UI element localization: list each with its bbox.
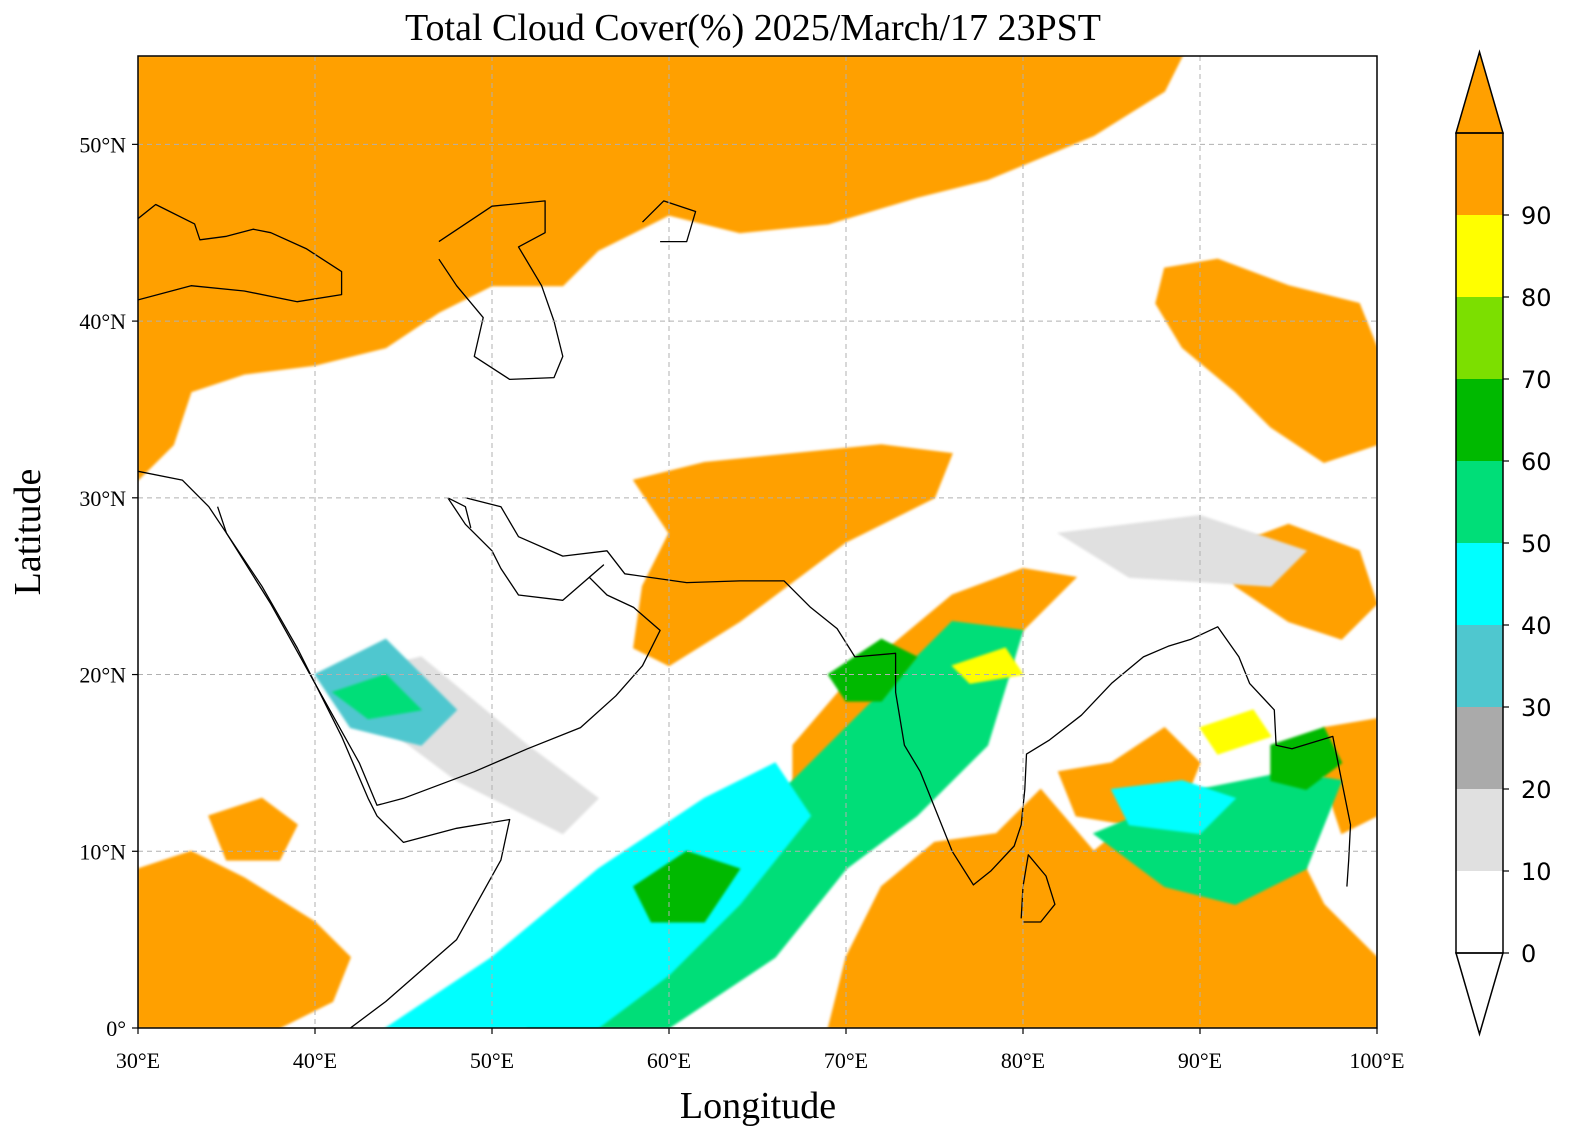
outline-persia-coast	[465, 497, 1352, 887]
colorbar-tick-label-90: 90	[1521, 202, 1552, 230]
coastlines-and-borders	[138, 200, 1352, 1028]
cloud-region-bay-of-bengal-cyan	[1110, 780, 1237, 835]
y-tick-label-50: 50°N	[79, 132, 126, 157]
cloud-region-pakistan-arabian-sea-band	[632, 444, 953, 667]
outline-black-sea	[138, 203, 343, 303]
cloud-region-green-patch-b	[827, 638, 918, 702]
y-tick-label-20: 20°N	[79, 663, 126, 688]
outline-persian-gulf-north	[447, 497, 472, 529]
x-tick-label-60: 60°E	[647, 1048, 691, 1073]
colorbar-tick-label-50: 50	[1521, 530, 1552, 558]
colorbar-tick-label-70: 70	[1521, 366, 1552, 394]
colorbar-segment-0-10	[1456, 871, 1503, 953]
colorbar-tick-label-40: 40	[1521, 612, 1552, 640]
map-title: Total Cloud Cover(%) 2025/March/17 23PST	[405, 7, 1101, 49]
x-tick-label-30: 30°E	[116, 1048, 160, 1073]
colorbar-tick-label-10: 10	[1521, 858, 1552, 886]
colorbar-segment-40-50	[1456, 543, 1503, 625]
colorbar-segment-50-60	[1456, 461, 1503, 543]
colorbar-tick-label-80: 80	[1521, 284, 1552, 312]
x-tick-label-90: 90°E	[1178, 1048, 1222, 1073]
cloud-region-green-patch-a	[632, 850, 741, 923]
colorbar-segment-30-40	[1456, 625, 1503, 707]
cloud-region-north-cloud-band	[138, 56, 1183, 481]
plot-frame	[137, 55, 1378, 1029]
y-tick-label-40: 40°N	[79, 309, 126, 334]
colorbar-tick-label-0: 0	[1521, 940, 1536, 968]
outline-aral-sea	[642, 200, 697, 243]
colorbar-segment-80-90	[1456, 215, 1503, 297]
colorbar-segment-70-80	[1456, 297, 1503, 379]
y-axis-label: Latitude	[7, 469, 49, 596]
cloud-region-tibet-plateau-cloud	[1155, 258, 1377, 464]
cloud-cover-fields	[138, 56, 1377, 1028]
latitude-ticks: 0° 10°N 20°N 30°N 40°N 50°N	[79, 132, 138, 1041]
colorbar-over-arrow	[1455, 49, 1504, 134]
outline-caspian-sea	[438, 200, 564, 381]
y-tick-label-0: 0°	[106, 1016, 126, 1041]
outline-arabia-coast	[216, 497, 661, 806]
x-tick-label-70: 70°E	[824, 1048, 868, 1073]
outline-africa-arabia-coast	[138, 470, 511, 1028]
cloud-region-bay-of-bengal-mid	[1092, 771, 1343, 905]
cloud-region-arabian-sea-south	[384, 762, 812, 1028]
graticule-grid	[138, 56, 1377, 1028]
colorbar-under-arrow	[1455, 952, 1504, 1037]
colorbar-tick-label-30: 30	[1521, 694, 1552, 722]
x-tick-label-50: 50°E	[470, 1048, 514, 1073]
y-tick-label-30: 30°N	[79, 486, 126, 511]
colorbar-segment-10-20	[1456, 789, 1503, 871]
colorbar-tick-label-20: 20	[1521, 776, 1552, 804]
cloud-region-red-sea-green	[331, 673, 423, 720]
colorbar-segment-90-100	[1456, 133, 1503, 215]
x-axis-label: Longitude	[680, 1085, 836, 1127]
longitude-ticks: 30°E 40°E 50°E 60°E 70°E 80°E 90°E 100°E	[116, 1028, 1405, 1073]
colorbar-tick-label-60: 60	[1521, 448, 1552, 476]
x-tick-label-40: 40°E	[293, 1048, 337, 1073]
cloud-region-ethiopia-cloud	[208, 797, 298, 861]
colorbar-segment-60-70	[1456, 379, 1503, 461]
x-tick-label-100: 100°E	[1349, 1048, 1404, 1073]
cloud-region-green-patch-c	[1270, 726, 1343, 790]
cloud-region-gray-haze-b	[1056, 514, 1308, 587]
x-tick-label-80: 80°E	[1001, 1048, 1045, 1073]
cloud-region-yellow-patch-a	[1199, 709, 1272, 755]
colorbar-segment-20-30	[1456, 707, 1503, 789]
y-tick-label-10: 10°N	[79, 839, 126, 864]
colorbar: 0 10 20 30 40 50 60 70 80 90	[1455, 49, 1552, 1037]
